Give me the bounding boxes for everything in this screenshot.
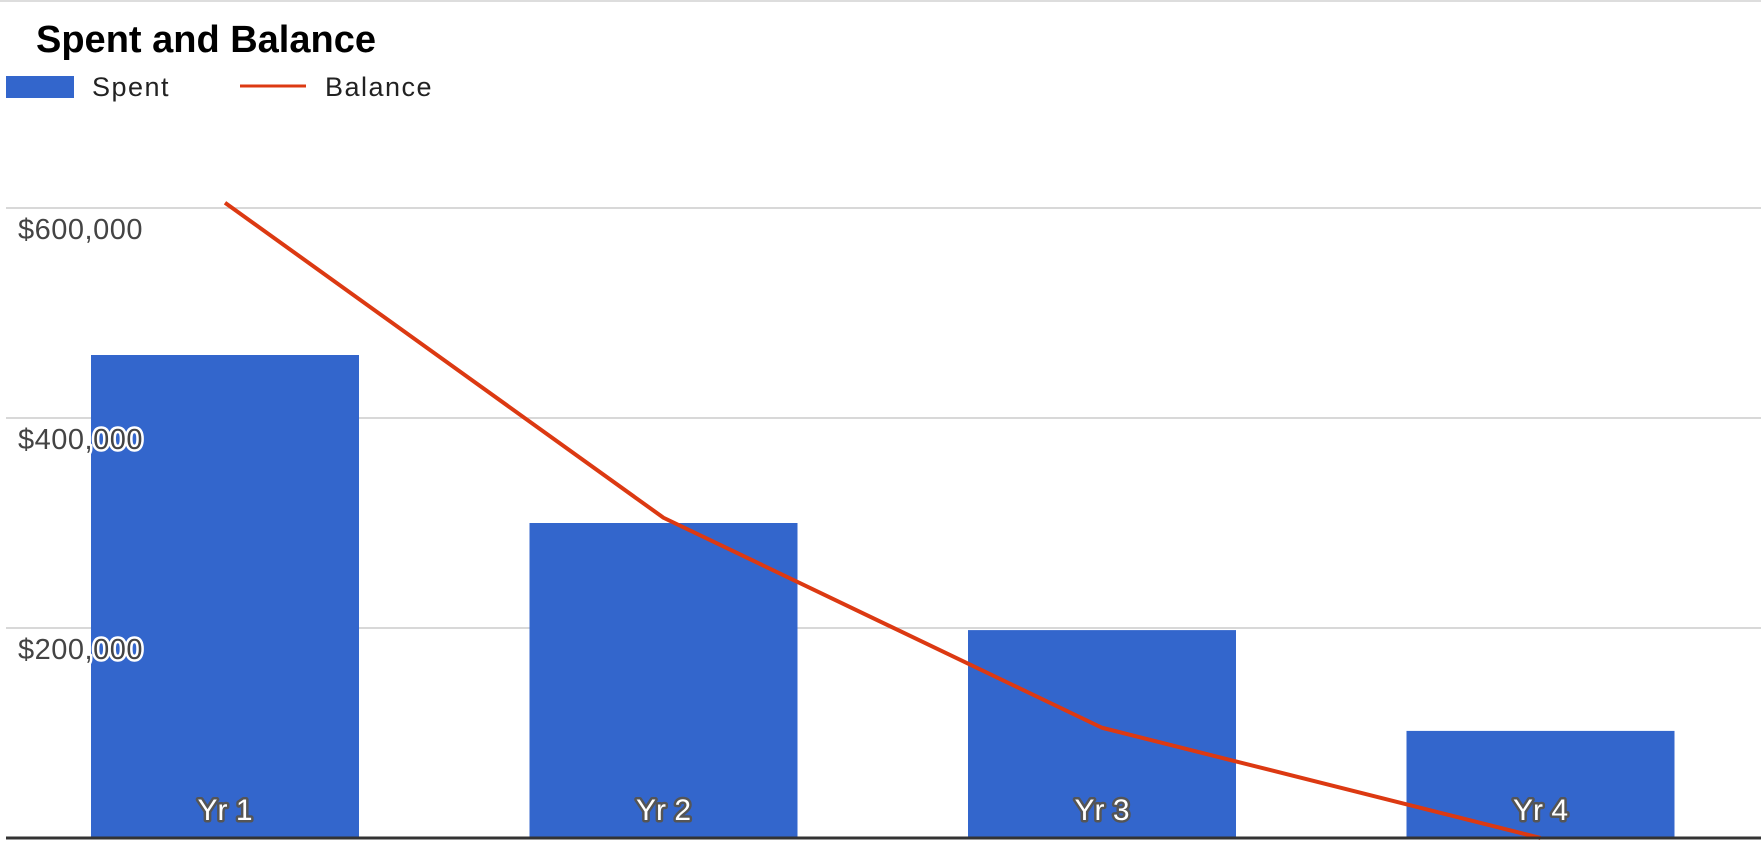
bar-spent xyxy=(91,355,359,838)
chart-title: Spent and Balance xyxy=(36,19,376,61)
category-label: Yr 4 xyxy=(1513,794,1568,827)
bar-spent xyxy=(1406,730,1675,838)
legend-swatch-spent xyxy=(6,76,74,98)
line-balance xyxy=(223,201,1541,840)
legend-label-spent: Spent xyxy=(92,72,170,102)
bar-spent xyxy=(529,523,798,838)
category-label: Yr 2 xyxy=(636,794,691,827)
y-tick-label: $600,000 xyxy=(18,214,143,246)
line-layer xyxy=(223,201,1541,840)
legend-label-balance: Balance xyxy=(325,72,433,102)
category-label: Yr 3 xyxy=(1074,794,1129,827)
y-tick-label: $200,000 xyxy=(18,634,143,666)
bars xyxy=(91,355,1675,838)
category-labels: Yr 1 Yr 2 Yr 3 Yr 4 xyxy=(195,792,1571,830)
bar-spent xyxy=(968,630,1236,838)
y-tick-label: $400,000 xyxy=(18,424,143,456)
legend: Spent Balance xyxy=(6,72,433,102)
y-tick-labels: $200,000 $400,000 $600,000 xyxy=(16,212,145,669)
category-label: Yr 1 xyxy=(197,794,252,827)
